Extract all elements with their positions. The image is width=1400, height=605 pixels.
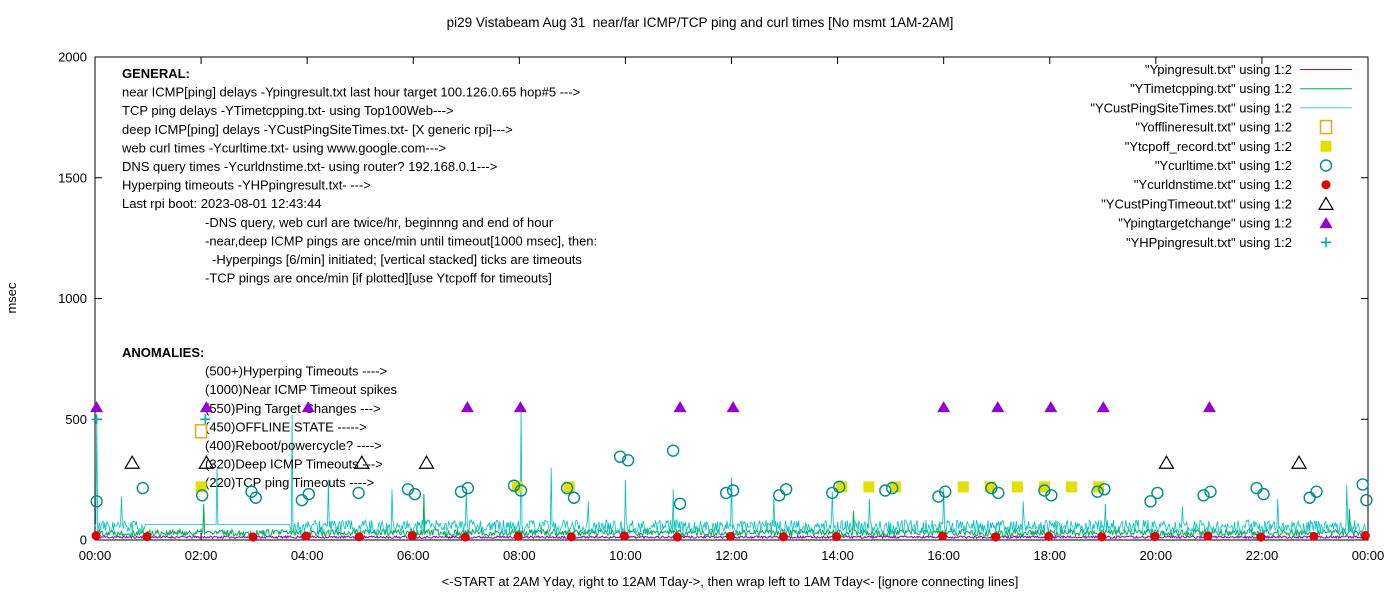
annotation-line: (550)Ping Target Changes ---> xyxy=(205,401,381,416)
general-annotations: GENERAL: near ICMP[ping] delays -Ypingres… xyxy=(121,66,597,286)
annotation-line: (500+)Hyperping Timeouts ----> xyxy=(205,364,387,379)
chart-title: pi29 Vistabeam Aug 31 near/far ICMP/TCP … xyxy=(447,15,954,30)
x-tick-label: 10:00 xyxy=(609,548,642,563)
legend-label: "Ypingtargetchange" using 1:2 xyxy=(1118,216,1292,231)
annotation-line: DNS query times -Ycurldnstime.txt- using… xyxy=(122,159,497,174)
x-tick-label: 00:00 xyxy=(1352,548,1385,563)
legend-label: "Ycurldnstime.txt" using 1:2 xyxy=(1134,177,1292,192)
x-tick-label: 08:00 xyxy=(503,548,536,563)
legend-item: "YTimetcpping.txt" using 1:2 xyxy=(1130,81,1352,96)
legend-item: "Ypingtargetchange" using 1:2 xyxy=(1118,216,1333,231)
series-points-6 xyxy=(91,531,1370,542)
legend-item: "Yofflineresult.txt" using 1:2 xyxy=(1135,120,1333,135)
x-tick-label: 06:00 xyxy=(397,548,430,563)
x-tick-label: 00:00 xyxy=(79,548,112,563)
annotation-line: (400)Reboot/powercycle? ----> xyxy=(205,438,382,453)
y-tick-label: 1000 xyxy=(58,291,87,306)
series-line-2 xyxy=(94,409,1368,535)
x-tick-label: 02:00 xyxy=(185,548,218,563)
y-axis-label: msec xyxy=(4,282,19,314)
annotation-line: -DNS query, web curl are twice/hr, begin… xyxy=(205,215,554,230)
legend-label: "Ypingresult.txt" using 1:2 xyxy=(1145,62,1292,77)
annotation-line: deep ICMP[ping] delays -YCustPingSiteTim… xyxy=(122,122,513,137)
annotation-line: (320)Deep ICMP Timeouts ---> xyxy=(205,457,383,472)
x-tick-label: 20:00 xyxy=(1140,548,1173,563)
legend-label: "YCustPingSiteTimes.txt" using 1:2 xyxy=(1090,100,1292,115)
annotation-line: near ICMP[ping] delays -Ypingresult.txt … xyxy=(122,85,580,100)
legend-item: "YHPpingresult.txt" using 1:2 xyxy=(1126,235,1331,250)
anomalies-annotations-title: ANOMALIES: xyxy=(122,345,204,360)
x-tick-label: 04:00 xyxy=(291,548,324,563)
annotation-line: web curl times -Ycurltime.txt- using www… xyxy=(121,140,446,155)
y-tick-label: 0 xyxy=(80,533,87,548)
annotation-line: TCP ping delays -YTimetcpping.txt- using… xyxy=(122,103,454,118)
plot-area: 00:00 02:00 04:00 06:00 08:00 10:00 12:00 14:00… xyxy=(58,50,1384,564)
legend-item: "Ycurltime.txt" using 1:2 xyxy=(1155,158,1333,173)
legend-label: "Yofflineresult.txt" using 1:2 xyxy=(1135,120,1292,135)
annotation-line: (1000)Near ICMP Timeout spikes xyxy=(205,382,397,397)
series-points-9 xyxy=(91,414,211,425)
legend-item: "Ycurldnstime.txt" using 1:2 xyxy=(1134,177,1331,192)
legend-label: "YHPpingresult.txt" using 1:2 xyxy=(1126,235,1292,250)
annotation-line: (220)TCP ping Timeouts ----> xyxy=(205,475,374,490)
legend-item: "YCustPingSiteTimes.txt" using 1:2 xyxy=(1090,100,1352,115)
y-tick-label: 2000 xyxy=(58,50,87,65)
x-tick-label: 18:00 xyxy=(1033,548,1066,563)
general-annotations-title: GENERAL: xyxy=(122,66,190,81)
x-tick-label: 22:00 xyxy=(1246,548,1279,563)
x-axis-label: <-START at 2AM Yday, right to 12AM Tday-… xyxy=(442,574,1019,589)
series-points-8 xyxy=(90,401,1216,413)
legend-label: "YCustPingTimeout.txt" using 1:2 xyxy=(1101,196,1292,211)
y-tick-label: 500 xyxy=(65,412,87,427)
y-tick-label: 1500 xyxy=(58,170,87,185)
legend-label: "Ycurltime.txt" using 1:2 xyxy=(1155,158,1292,173)
anomalies-annotations: ANOMALIES:(500+)Hyperping Timeouts ---->… xyxy=(122,345,397,490)
annotation-line: -near,deep ICMP pings are once/min until… xyxy=(205,233,597,248)
chart-legend: "Ypingresult.txt" using 1:2 "YTimetcpping… xyxy=(1090,62,1352,250)
annotation-line: -Hyperpings [6/min] initiated; [vertical… xyxy=(212,252,582,267)
x-tick-label: 14:00 xyxy=(821,548,854,563)
annotation-line: Last rpi boot: 2023-08-01 12:43:44 xyxy=(122,196,321,211)
legend-item: "YCustPingTimeout.txt" using 1:2 xyxy=(1101,196,1335,211)
annotation-line: Hyperping timeouts -YHPpingresult.txt- -… xyxy=(122,178,371,193)
annotation-line: (450)OFFLINE STATE -----> xyxy=(205,419,367,434)
x-tick-label: 16:00 xyxy=(927,548,960,563)
series-points-7 xyxy=(124,455,1308,469)
x-tick-label: 12:00 xyxy=(715,548,748,563)
legend-item: "Ytcpoff_record.txt" using 1:2 xyxy=(1125,139,1332,154)
series-points-3 xyxy=(194,424,208,439)
series-points-5 xyxy=(90,444,1373,510)
annotation-line: -TCP pings are once/min [if plotted][use… xyxy=(205,271,552,286)
legend-item: "Ypingresult.txt" using 1:2 xyxy=(1145,62,1352,77)
legend-label: "Ytcpoff_record.txt" using 1:2 xyxy=(1125,139,1292,154)
legend-label: "YTimetcpping.txt" using 1:2 xyxy=(1130,81,1292,96)
